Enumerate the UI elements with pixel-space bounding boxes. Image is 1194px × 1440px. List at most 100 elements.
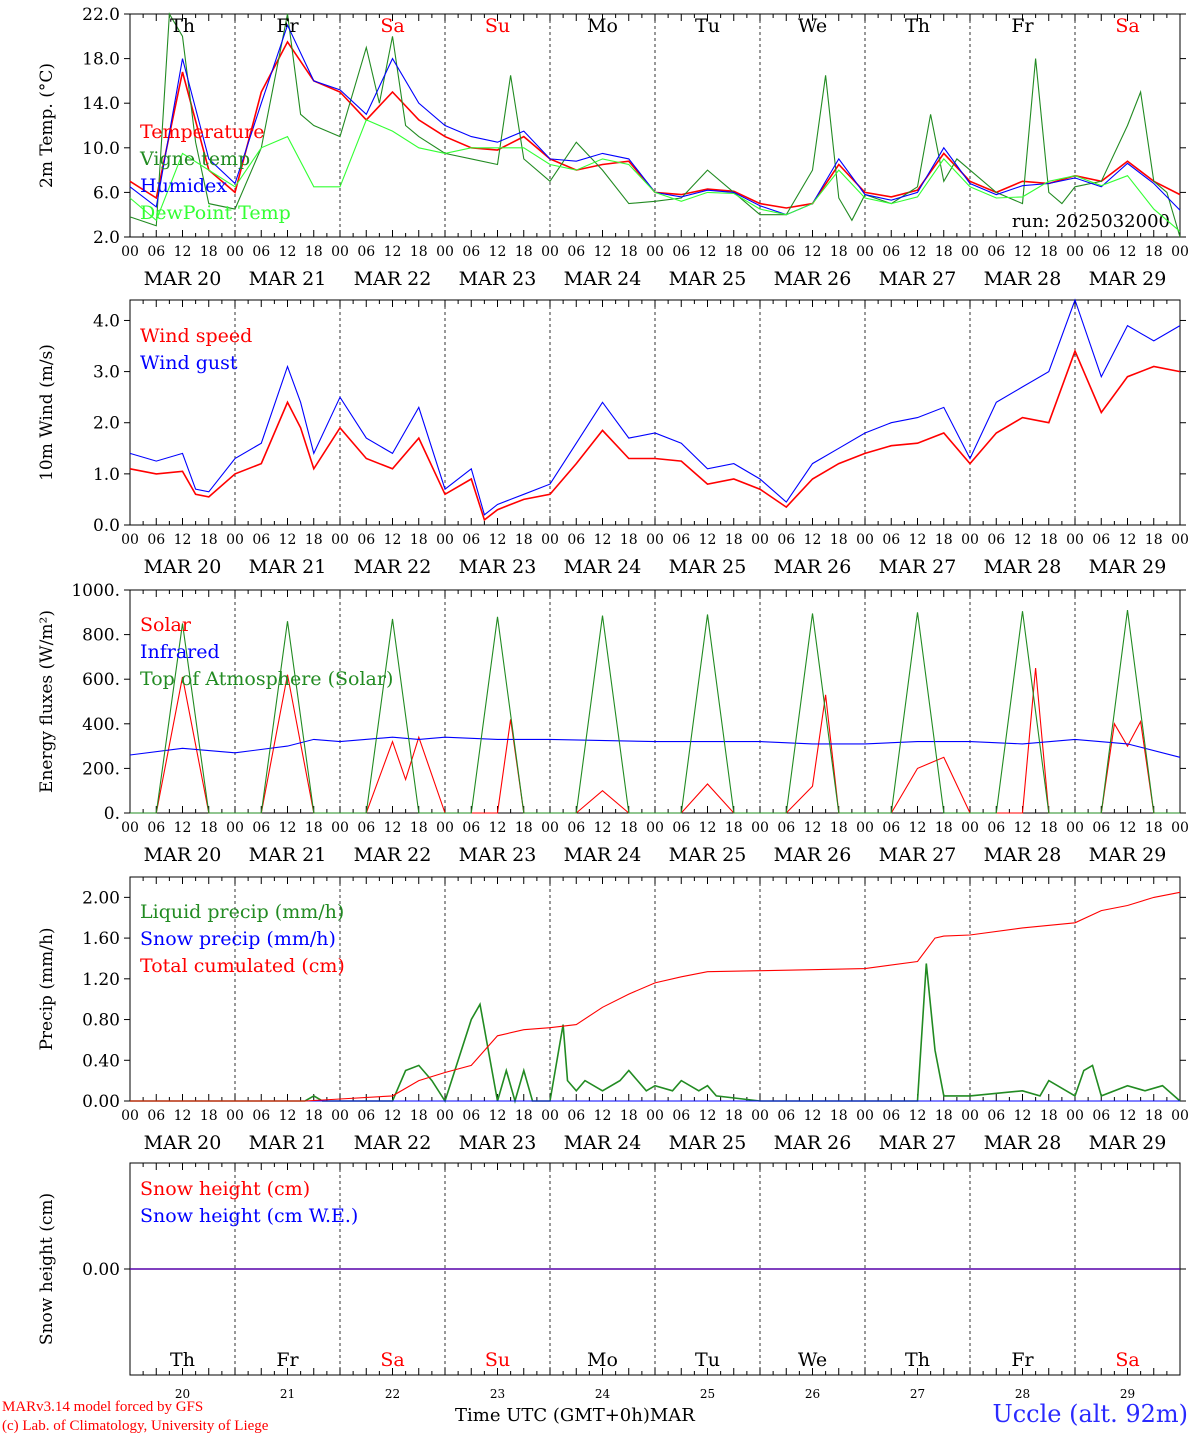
hour-tick-label: 12	[594, 820, 612, 836]
date-label: MAR 27	[879, 1132, 957, 1154]
day-number-label: 28	[1015, 1387, 1030, 1400]
date-label: MAR 29	[1089, 556, 1167, 578]
hour-tick-label: 12	[489, 532, 507, 548]
time-axis-label: Time UTC (GMT+0h)MAR	[455, 1405, 695, 1426]
hour-tick-label: 00	[1171, 244, 1189, 260]
date-label: MAR 24	[564, 844, 642, 866]
hour-tick-label: 06	[462, 820, 480, 836]
hour-tick-label: 06	[462, 244, 480, 260]
y-tick-label: 22.0	[82, 5, 120, 25]
weekday-label-top: Sa	[1115, 15, 1139, 37]
day-number-label: 20	[175, 1387, 190, 1400]
weekday-label-bottom: Fr	[1011, 1349, 1034, 1371]
hour-tick-label: 06	[252, 532, 270, 548]
hour-tick-label: 18	[1145, 820, 1163, 836]
hour-tick-label: 00	[1171, 1108, 1189, 1124]
y-axis-title: Precip (mm/h)	[37, 927, 57, 1050]
y-tick-label: 4.0	[93, 311, 120, 331]
day-number-label: 26	[805, 1387, 820, 1400]
hour-tick-label: 00	[646, 820, 664, 836]
hour-tick-label: 06	[1092, 244, 1110, 260]
hour-tick-label: 12	[909, 1108, 927, 1124]
hour-tick-label: 06	[567, 532, 585, 548]
hour-tick-label: 12	[384, 244, 402, 260]
hour-tick-label: 00	[1171, 532, 1189, 548]
weekday-label-top: Mo	[587, 15, 618, 37]
model-credit: MARv3.14 model forced by GFS (c) Lab. of…	[2, 1398, 268, 1436]
panel-2-frame	[129, 299, 1181, 526]
series-line-total-cumulated-cm-	[130, 891, 1181, 1102]
hour-tick-label: 00	[1066, 244, 1084, 260]
y-axis-title: Snow height (cm)	[37, 1193, 57, 1345]
weekday-label-bottom: Fr	[276, 1349, 299, 1371]
day-number-label: 25	[700, 1387, 715, 1400]
hour-tick-label: 06	[462, 1108, 480, 1124]
date-label: MAR 26	[774, 844, 852, 866]
hour-tick-label: 06	[672, 532, 690, 548]
hour-tick-label: 12	[594, 532, 612, 548]
hour-tick-label: 12	[489, 820, 507, 836]
hour-tick-label: 06	[777, 244, 795, 260]
hour-tick-label: 18	[725, 532, 743, 548]
weekday-label-top: Th	[170, 15, 195, 37]
y-tick-label: 6.0	[93, 183, 120, 203]
hour-tick-label: 06	[987, 532, 1005, 548]
date-label: MAR 21	[249, 1132, 327, 1154]
hour-tick-label: 18	[200, 1108, 218, 1124]
series-line-wind-speed	[129, 348, 1181, 522]
legend-entry: Vigne temp	[139, 148, 250, 170]
hour-tick-label: 00	[856, 532, 874, 548]
series-line-wind-gust	[129, 298, 1181, 516]
date-label: MAR 24	[564, 1132, 642, 1154]
weekday-label-top: Su	[485, 15, 510, 37]
date-label: MAR 26	[774, 268, 852, 290]
hour-tick-label: 18	[1040, 532, 1058, 548]
hour-tick-label: 00	[646, 532, 664, 548]
y-tick-label: 14.0	[82, 94, 120, 114]
hour-tick-label: 12	[699, 820, 717, 836]
date-label: MAR 27	[879, 844, 957, 866]
hour-tick-label: 12	[174, 820, 192, 836]
legend-entry: Top of Atmosphere (Solar)	[140, 668, 393, 690]
date-label: MAR 22	[354, 556, 432, 578]
time-axis-title: Time UTC (GMT+0h)	[455, 1405, 650, 1426]
hour-tick-label: 00	[1066, 532, 1084, 548]
day-number-label: 21	[280, 1387, 295, 1400]
hour-tick-label: 12	[594, 244, 612, 260]
date-label: MAR 23	[459, 844, 537, 866]
run-annotation: run: 2025032000	[1012, 211, 1170, 232]
legend-entry: Snow height (cm W.E.)	[140, 1205, 358, 1227]
hour-tick-label: 18	[830, 1108, 848, 1124]
hour-tick-label: 18	[515, 532, 533, 548]
legend-entry: Humidex	[140, 175, 227, 197]
hour-tick-label: 06	[987, 1108, 1005, 1124]
hour-tick-label: 18	[935, 820, 953, 836]
hour-tick-label: 18	[515, 244, 533, 260]
y-tick-label: 0.40	[82, 1051, 120, 1071]
legend-entry: Liquid precip (mm/h)	[140, 901, 344, 923]
hour-tick-label: 00	[541, 820, 559, 836]
hour-tick-label: 00	[226, 244, 244, 260]
legend-entry: Solar	[140, 614, 192, 636]
hour-tick-label: 12	[699, 532, 717, 548]
date-label: MAR 26	[774, 556, 852, 578]
hour-tick-label: 12	[804, 532, 822, 548]
hour-tick-label: 18	[305, 1108, 323, 1124]
date-label: MAR 22	[354, 268, 432, 290]
date-label: MAR 23	[459, 1132, 537, 1154]
hour-tick-label: 12	[279, 244, 297, 260]
hour-tick-label: 18	[830, 532, 848, 548]
series-line-top-of-atmosphere-solar-	[130, 610, 1180, 814]
hour-tick-label: 12	[1014, 1108, 1032, 1124]
hour-tick-label: 00	[436, 1108, 454, 1124]
hour-tick-label: 12	[489, 244, 507, 260]
hour-tick-label: 18	[935, 1108, 953, 1124]
y-tick-label: 2.0	[93, 414, 120, 434]
hour-tick-label: 06	[882, 1108, 900, 1124]
date-label: MAR 25	[669, 844, 747, 866]
hour-tick-label: 06	[567, 820, 585, 836]
date-label: MAR 25	[669, 556, 747, 578]
y-tick-label: 1.20	[82, 970, 120, 990]
weekday-label-top: Tu	[695, 15, 720, 37]
legend-entry: Temperature	[140, 121, 264, 143]
